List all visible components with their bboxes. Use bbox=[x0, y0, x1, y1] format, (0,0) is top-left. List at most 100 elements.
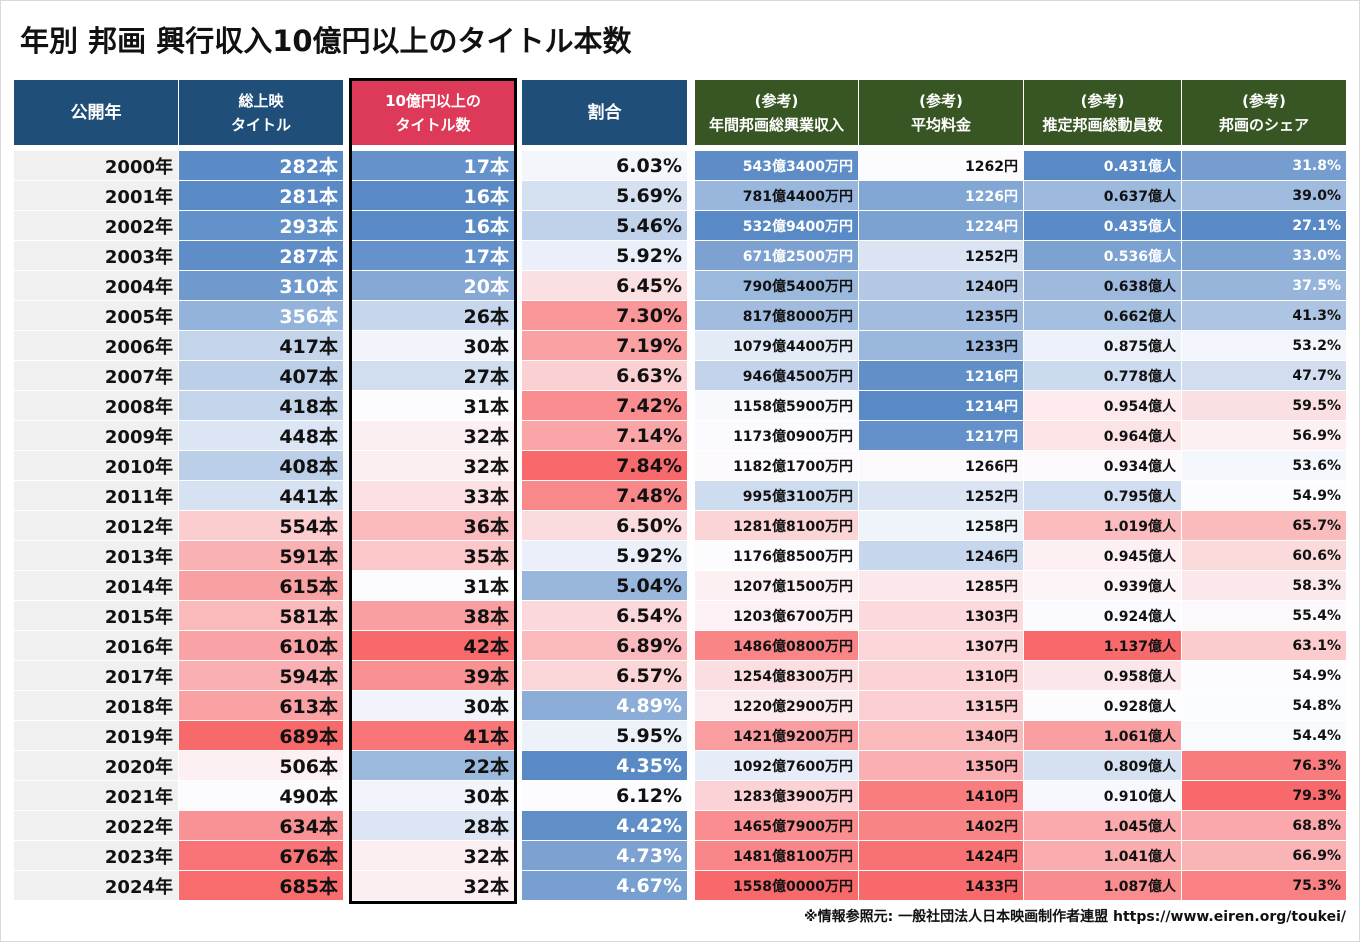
cell-price: 1252円 bbox=[859, 481, 1023, 510]
cell-total: 417本 bbox=[179, 331, 343, 360]
cell-ratio: 6.63% bbox=[522, 361, 687, 390]
cell-revenue: 532億9400万円 bbox=[695, 211, 858, 240]
cell-year: 2004年 bbox=[14, 271, 178, 300]
cell-total: 613本 bbox=[179, 691, 343, 720]
cell-share: 58.3% bbox=[1182, 571, 1346, 600]
cell-attendance: 0.795億人 bbox=[1024, 481, 1181, 510]
cell-attendance: 0.536億人 bbox=[1024, 241, 1181, 270]
cell-revenue: 1281億8100万円 bbox=[695, 511, 858, 540]
header-line: 公開年 bbox=[70, 102, 122, 123]
cell-year: 2001年 bbox=[14, 181, 178, 210]
cell-price: 1285円 bbox=[859, 571, 1023, 600]
cell-attendance: 1.061億人 bbox=[1024, 721, 1181, 750]
cell-share: 53.2% bbox=[1182, 331, 1346, 360]
cell-attendance: 0.875億人 bbox=[1024, 331, 1181, 360]
cell-share: 66.9% bbox=[1182, 841, 1346, 870]
cell-year: 2014年 bbox=[14, 571, 178, 600]
cell-ratio: 4.42% bbox=[522, 811, 687, 840]
cell-revenue: 1176億8500万円 bbox=[695, 541, 858, 570]
cell-year: 2024年 bbox=[14, 871, 178, 900]
page-title: 年別 邦画 興行収入10億円以上のタイトル本数 bbox=[20, 24, 632, 58]
cell-year: 2022年 bbox=[14, 811, 178, 840]
header-share: (参考) 邦画のシェア bbox=[1182, 80, 1346, 145]
cell-share: 54.8% bbox=[1182, 691, 1346, 720]
cell-total: 418本 bbox=[179, 391, 343, 420]
header-attendance: (参考) 推定邦画総動員数 bbox=[1024, 80, 1181, 145]
cell-revenue: 1558億0000万円 bbox=[695, 871, 858, 900]
cell-total: 610本 bbox=[179, 631, 343, 660]
cell-over10: 32本 bbox=[352, 841, 514, 870]
cell-total: 554本 bbox=[179, 511, 343, 540]
cell-attendance: 0.431億人 bbox=[1024, 151, 1181, 180]
cell-revenue: 781億4400万円 bbox=[695, 181, 858, 210]
cell-over10: 39本 bbox=[352, 661, 514, 690]
cell-revenue: 671億2500万円 bbox=[695, 241, 858, 270]
header-line: 推定邦画総動員数 bbox=[1042, 115, 1163, 134]
cell-share: 63.1% bbox=[1182, 631, 1346, 660]
cell-ratio: 6.54% bbox=[522, 601, 687, 630]
cell-share: 75.3% bbox=[1182, 871, 1346, 900]
cell-revenue: 1220億2900万円 bbox=[695, 691, 858, 720]
cell-ratio: 7.14% bbox=[522, 421, 687, 450]
cell-ratio: 5.69% bbox=[522, 181, 687, 210]
cell-revenue: 543億3400万円 bbox=[695, 151, 858, 180]
cell-ratio: 7.19% bbox=[522, 331, 687, 360]
header-line: 年間邦画総興業収入 bbox=[708, 115, 844, 134]
cell-over10: 31本 bbox=[352, 571, 514, 600]
cell-price: 1402円 bbox=[859, 811, 1023, 840]
cell-attendance: 0.924億人 bbox=[1024, 601, 1181, 630]
cell-price: 1410円 bbox=[859, 781, 1023, 810]
cell-over10: 36本 bbox=[352, 511, 514, 540]
cell-revenue: 1182億1700万円 bbox=[695, 451, 858, 480]
header-line: (参考) bbox=[1242, 91, 1286, 110]
cell-year: 2021年 bbox=[14, 781, 178, 810]
cell-attendance: 1.137億人 bbox=[1024, 631, 1181, 660]
cell-ratio: 7.48% bbox=[522, 481, 687, 510]
cell-revenue: 1283億3900万円 bbox=[695, 781, 858, 810]
cell-over10: 17本 bbox=[352, 151, 514, 180]
cell-over10: 22本 bbox=[352, 751, 514, 780]
cell-ratio: 6.57% bbox=[522, 661, 687, 690]
cell-price: 1424円 bbox=[859, 841, 1023, 870]
cell-total: 448本 bbox=[179, 421, 343, 450]
header-line: (参考) bbox=[919, 91, 963, 110]
cell-total: 615本 bbox=[179, 571, 343, 600]
cell-revenue: 1481億8100万円 bbox=[695, 841, 858, 870]
cell-year: 2007年 bbox=[14, 361, 178, 390]
cell-over10: 35本 bbox=[352, 541, 514, 570]
cell-over10: 41本 bbox=[352, 721, 514, 750]
header-revenue: (参考) 年間邦画総興業収入 bbox=[695, 80, 858, 145]
cell-ratio: 5.04% bbox=[522, 571, 687, 600]
cell-attendance: 1.041億人 bbox=[1024, 841, 1181, 870]
cell-share: 41.3% bbox=[1182, 301, 1346, 330]
cell-total: 408本 bbox=[179, 451, 343, 480]
header-over10: 10億円以上の タイトル数 bbox=[352, 80, 514, 145]
cell-over10: 20本 bbox=[352, 271, 514, 300]
cell-price: 1258円 bbox=[859, 511, 1023, 540]
cell-share: 60.6% bbox=[1182, 541, 1346, 570]
cell-over10: 32本 bbox=[352, 421, 514, 450]
cell-price: 1262円 bbox=[859, 151, 1023, 180]
cell-total: 310本 bbox=[179, 271, 343, 300]
header-line: (参考) bbox=[754, 91, 799, 110]
cell-price: 1350円 bbox=[859, 751, 1023, 780]
cell-over10: 16本 bbox=[352, 181, 514, 210]
cell-attendance: 1.045億人 bbox=[1024, 811, 1181, 840]
cell-price: 1217円 bbox=[859, 421, 1023, 450]
cell-revenue: 1092億7600万円 bbox=[695, 751, 858, 780]
cell-share: 33.0% bbox=[1182, 241, 1346, 270]
cell-revenue: 790億5400万円 bbox=[695, 271, 858, 300]
cell-ratio: 6.45% bbox=[522, 271, 687, 300]
cell-total: 634本 bbox=[179, 811, 343, 840]
cell-share: 59.5% bbox=[1182, 391, 1346, 420]
cell-price: 1310円 bbox=[859, 661, 1023, 690]
cell-price: 1315円 bbox=[859, 691, 1023, 720]
cell-year: 2003年 bbox=[14, 241, 178, 270]
cell-attendance: 0.945億人 bbox=[1024, 541, 1181, 570]
cell-year: 2002年 bbox=[14, 211, 178, 240]
header-line: 10億円以上の bbox=[385, 91, 481, 110]
header-line: 総上映 bbox=[238, 91, 284, 110]
header-line: タイトル bbox=[230, 115, 291, 134]
cell-revenue: 1207億1500万円 bbox=[695, 571, 858, 600]
cell-over10: 16本 bbox=[352, 211, 514, 240]
